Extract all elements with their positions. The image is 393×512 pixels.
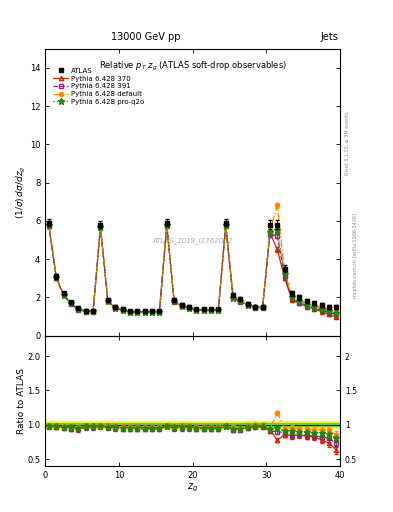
Text: Relative $p_T$ $z_g$ (ATLAS soft-drop observables): Relative $p_T$ $z_g$ (ATLAS soft-drop ob…	[99, 60, 286, 73]
Text: ATLAS_2019_I1762062: ATLAS_2019_I1762062	[152, 238, 233, 244]
Text: Jets: Jets	[320, 32, 338, 42]
Legend: ATLAS, Pythia 6.428 370, Pythia 6.428 391, Pythia 6.428 default, Pythia 6.428 pr: ATLAS, Pythia 6.428 370, Pythia 6.428 39…	[51, 67, 146, 106]
Y-axis label: Ratio to ATLAS: Ratio to ATLAS	[17, 368, 26, 434]
X-axis label: $z_g$: $z_g$	[187, 481, 198, 494]
Text: Rivet 3.1.10, ≥ 3M events: Rivet 3.1.10, ≥ 3M events	[345, 112, 350, 175]
Text: 13000 GeV pp: 13000 GeV pp	[111, 32, 180, 42]
Text: mcplots.cern.ch [arXiv:1306.3436]: mcplots.cern.ch [arXiv:1306.3436]	[353, 214, 358, 298]
Y-axis label: $(1/\sigma)\,d\sigma/dz_g$: $(1/\sigma)\,d\sigma/dz_g$	[15, 165, 28, 219]
